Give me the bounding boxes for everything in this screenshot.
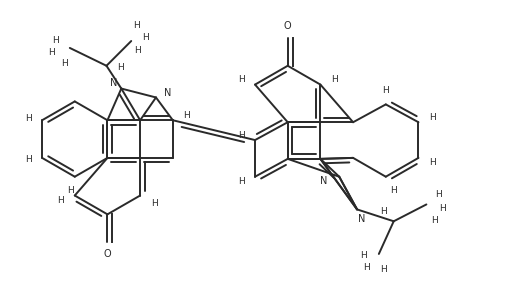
Text: H: H xyxy=(49,48,55,58)
Text: H: H xyxy=(133,21,139,30)
Text: N: N xyxy=(164,88,171,98)
Text: H: H xyxy=(359,251,366,260)
Text: H: H xyxy=(151,199,157,208)
Text: H: H xyxy=(238,177,244,186)
Text: H: H xyxy=(380,265,387,274)
Text: H: H xyxy=(52,36,60,44)
Text: H: H xyxy=(67,186,74,195)
Text: H: H xyxy=(391,186,397,195)
Text: H: H xyxy=(183,111,190,120)
Text: H: H xyxy=(435,190,442,199)
Text: H: H xyxy=(57,196,64,205)
Text: H: H xyxy=(25,155,32,164)
Text: H: H xyxy=(429,113,436,122)
Text: H: H xyxy=(380,207,387,216)
Text: N: N xyxy=(320,176,327,186)
Text: H: H xyxy=(331,75,338,84)
Text: H: H xyxy=(134,46,140,55)
Text: O: O xyxy=(284,21,292,31)
Text: H: H xyxy=(117,63,124,72)
Text: O: O xyxy=(104,249,111,259)
Text: H: H xyxy=(25,114,32,123)
Text: N: N xyxy=(110,78,117,88)
Text: N: N xyxy=(358,214,366,224)
Text: H: H xyxy=(238,75,244,84)
Text: H: H xyxy=(364,263,370,272)
Text: H: H xyxy=(431,216,438,225)
Text: H: H xyxy=(142,32,149,41)
Text: H: H xyxy=(429,158,436,167)
Text: H: H xyxy=(382,86,389,95)
Text: H: H xyxy=(439,204,445,213)
Text: H: H xyxy=(238,131,244,140)
Text: H: H xyxy=(62,59,68,68)
